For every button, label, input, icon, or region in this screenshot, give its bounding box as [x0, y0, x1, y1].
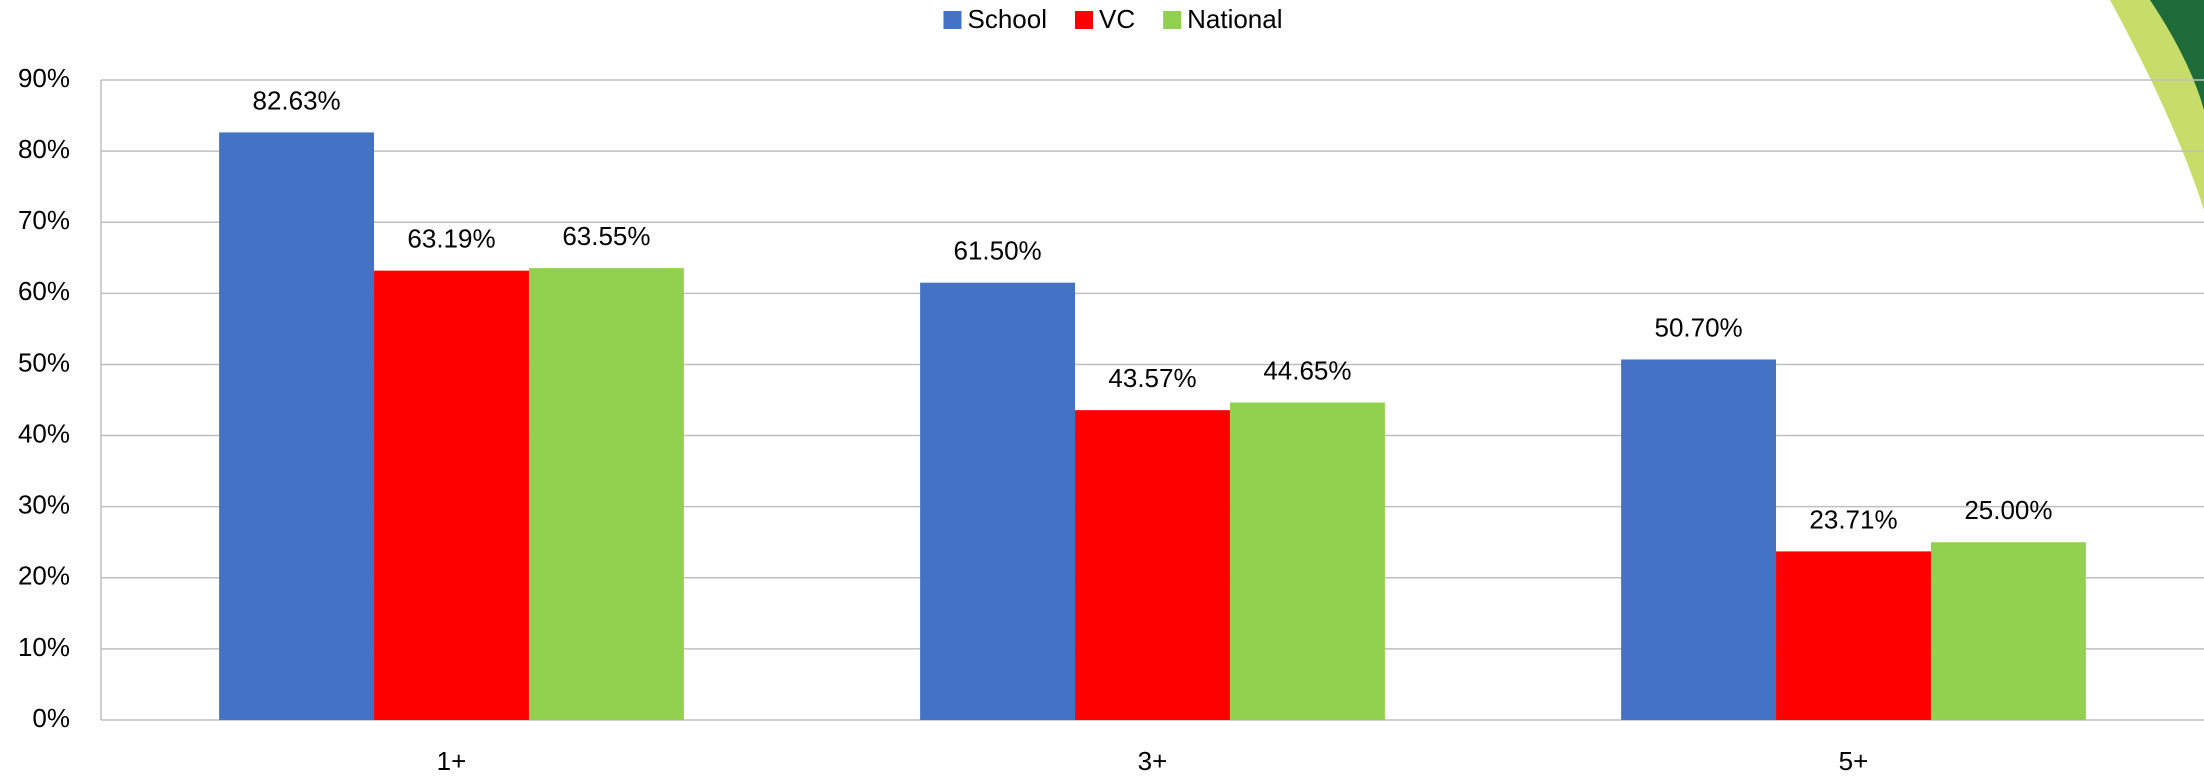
bar: [1229, 402, 1385, 720]
bar: [219, 132, 375, 721]
bar: [1930, 542, 2086, 720]
legend-label: VC: [1099, 4, 1135, 34]
legend-label: National: [1187, 4, 1282, 34]
decoration: [2110, 0, 2204, 210]
bar: [920, 282, 1076, 720]
bar: [374, 270, 529, 720]
y-tick-label: 20%: [18, 561, 70, 591]
x-tick-label: 1+: [437, 746, 467, 776]
data-label: 82.63%: [252, 85, 340, 115]
y-tick-label: 0%: [32, 703, 70, 733]
legend-swatch: [1074, 11, 1093, 29]
legend-swatch: [1163, 11, 1182, 29]
bar: [1621, 359, 1777, 720]
data-label: 23.71%: [1809, 504, 1897, 534]
data-label: 63.55%: [562, 221, 650, 251]
legend-label: School: [967, 4, 1047, 34]
data-label: 44.65%: [1263, 355, 1351, 385]
x-tick-label: 5+: [1839, 746, 1869, 776]
decoration: [2150, 0, 2204, 110]
x-tick-label: 3+: [1138, 746, 1168, 776]
legend-swatch: [943, 11, 962, 29]
bar: [528, 268, 684, 720]
y-tick-label: 80%: [18, 134, 70, 164]
y-tick-label: 10%: [18, 632, 70, 662]
bar: [1776, 551, 1931, 720]
y-tick-label: 60%: [18, 276, 70, 306]
data-label: 25.00%: [1964, 495, 2052, 525]
data-label: 50.70%: [1654, 312, 1742, 342]
y-tick-label: 70%: [18, 205, 70, 235]
data-label: 63.19%: [407, 224, 495, 254]
y-tick-label: 50%: [18, 347, 70, 377]
bar: [1075, 410, 1230, 720]
y-tick-label: 90%: [18, 63, 70, 93]
y-tick-label: 30%: [18, 490, 70, 520]
data-label: 43.57%: [1108, 363, 1196, 393]
data-label: 61.50%: [953, 236, 1041, 266]
y-tick-label: 40%: [18, 418, 70, 448]
